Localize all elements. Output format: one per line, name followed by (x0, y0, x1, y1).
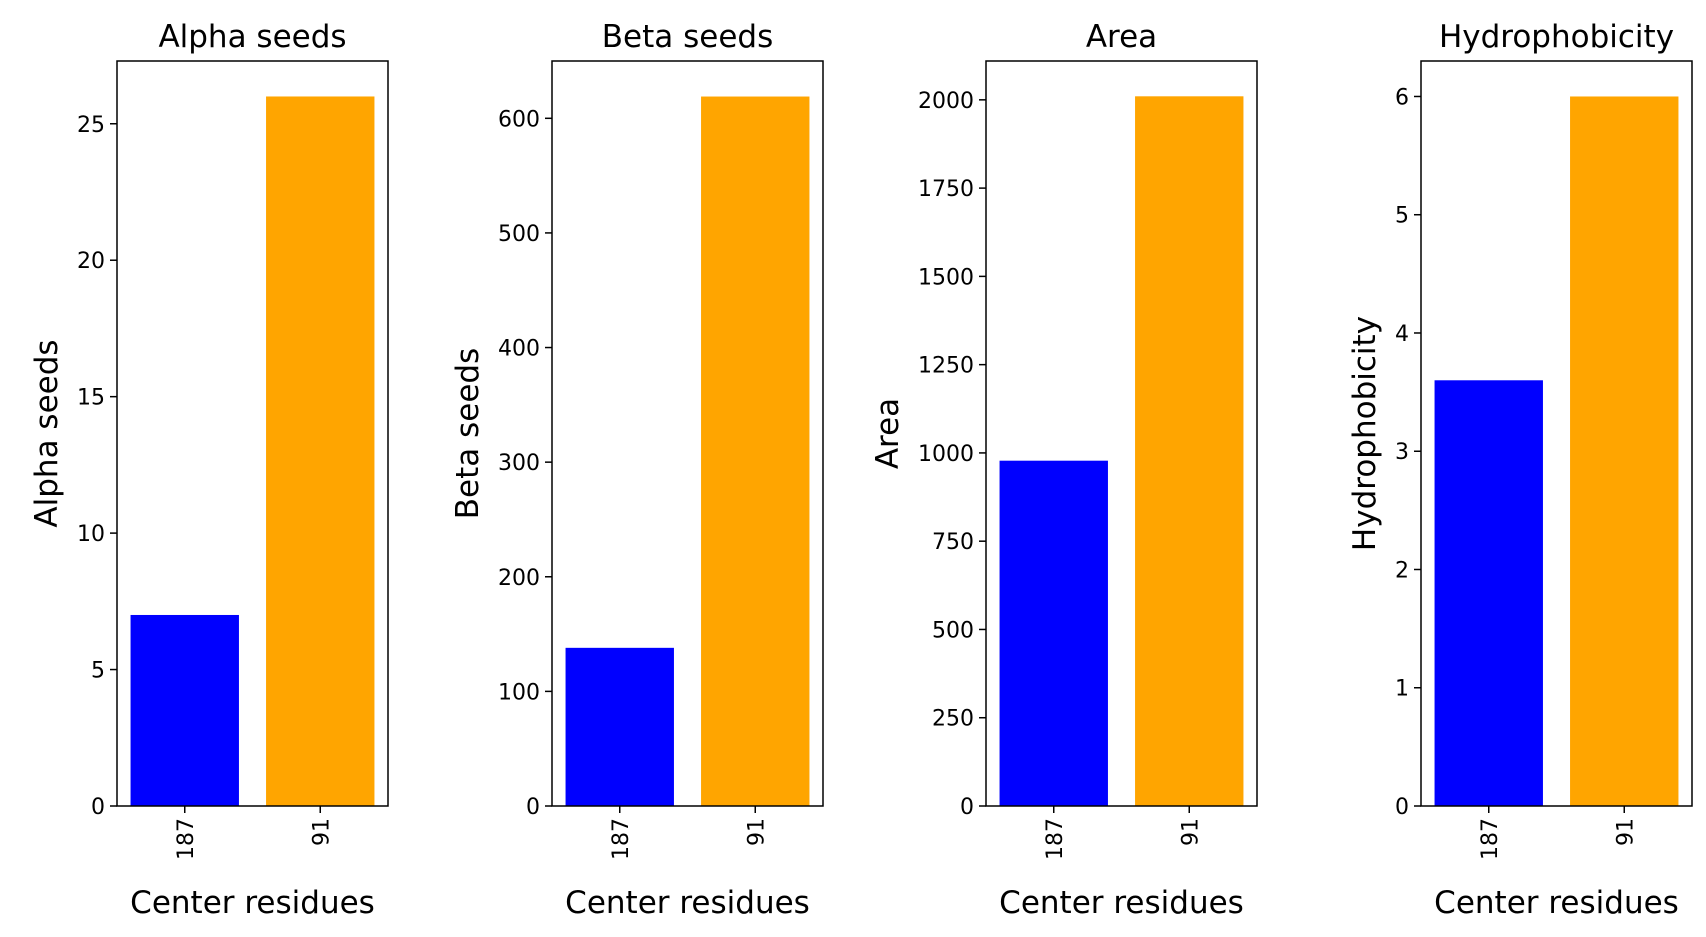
y-tick-label: 20 (77, 249, 105, 274)
x-tick-label: 187 (174, 818, 199, 860)
y-axis-label: Alpha seeds (29, 339, 65, 527)
y-axis-label: Hydrophobicity (1347, 316, 1383, 551)
bar (999, 460, 1108, 806)
x-tick-label: 187 (1043, 818, 1068, 860)
x-axis-label: Center residues (565, 885, 810, 921)
chart-title: Beta seeds (602, 19, 773, 55)
y-axis-label: Area (870, 398, 906, 469)
y-tick-label: 1750 (918, 177, 974, 202)
y-tick-label: 1000 (918, 442, 974, 467)
y-tick-label: 3 (1395, 440, 1409, 465)
bar (1135, 96, 1244, 807)
x-tick-label: 91 (309, 818, 334, 846)
x-axis-label: Center residues (999, 885, 1244, 921)
y-tick-label: 500 (498, 222, 540, 247)
y-tick-label: 1 (1395, 677, 1409, 702)
y-tick-label: 0 (960, 795, 974, 820)
bar (130, 614, 239, 806)
y-tick-label: 250 (932, 707, 974, 732)
x-axis-label: Center residues (1434, 885, 1679, 921)
chart-title: Hydrophobicity (1439, 19, 1674, 55)
axes-frame (116, 60, 389, 807)
bar (701, 96, 810, 807)
y-tick-label: 300 (498, 451, 540, 476)
chart-title: Area (1086, 19, 1157, 55)
x-axis-label: Center residues (130, 885, 375, 921)
y-tick-label: 2000 (918, 89, 974, 114)
x-tick-label: 91 (744, 818, 769, 846)
chart-panel: 187 91 0 100 200 300 400 500 600 Beta seeds Center… (450, 19, 824, 921)
x-tick-label: 187 (609, 818, 634, 860)
y-tick-label: 0 (1395, 795, 1409, 820)
axes-frame (551, 60, 824, 807)
y-tick-label: 0 (526, 795, 540, 820)
bar (1434, 380, 1543, 806)
y-tick-label: 0 (91, 795, 105, 820)
axes-frame (1420, 60, 1693, 807)
chart-panel: 187 91 0 5 10 15 20 25 Alpha seeds Center residue… (29, 19, 389, 921)
bar (1570, 96, 1679, 806)
bar (266, 96, 375, 806)
x-tick-label: 187 (1478, 818, 1503, 860)
y-tick-label: 25 (77, 113, 105, 138)
y-tick-label: 15 (77, 386, 105, 411)
y-tick-label: 600 (498, 107, 540, 132)
y-tick-label: 6 (1395, 85, 1409, 110)
y-tick-label: 5 (1395, 204, 1409, 229)
y-tick-label: 1500 (918, 265, 974, 290)
y-tick-label: 5 (91, 659, 105, 684)
y-tick-label: 100 (498, 680, 540, 705)
y-tick-label: 200 (498, 566, 540, 591)
x-tick-label: 91 (1178, 818, 1203, 846)
chart-panel: 187 91 0 250 500 750 1000 1250 1500 1750 2000 Area C… (870, 19, 1258, 921)
axes-frame (985, 60, 1258, 807)
y-tick-label: 750 (932, 530, 974, 555)
x-tick-label: 91 (1613, 818, 1638, 846)
y-tick-label: 2 (1395, 558, 1409, 583)
bar (565, 647, 674, 806)
y-tick-label: 4 (1395, 322, 1409, 347)
y-tick-label: 10 (77, 522, 105, 547)
chart-panel: 187 91 0 1 2 3 4 5 6 Hydrophobicity Center residue… (1347, 19, 1693, 921)
chart-title: Alpha seeds (158, 19, 346, 55)
y-axis-label: Beta seeds (450, 348, 486, 519)
y-tick-label: 500 (932, 618, 974, 643)
y-tick-label: 1250 (918, 354, 974, 379)
y-tick-label: 400 (498, 337, 540, 362)
